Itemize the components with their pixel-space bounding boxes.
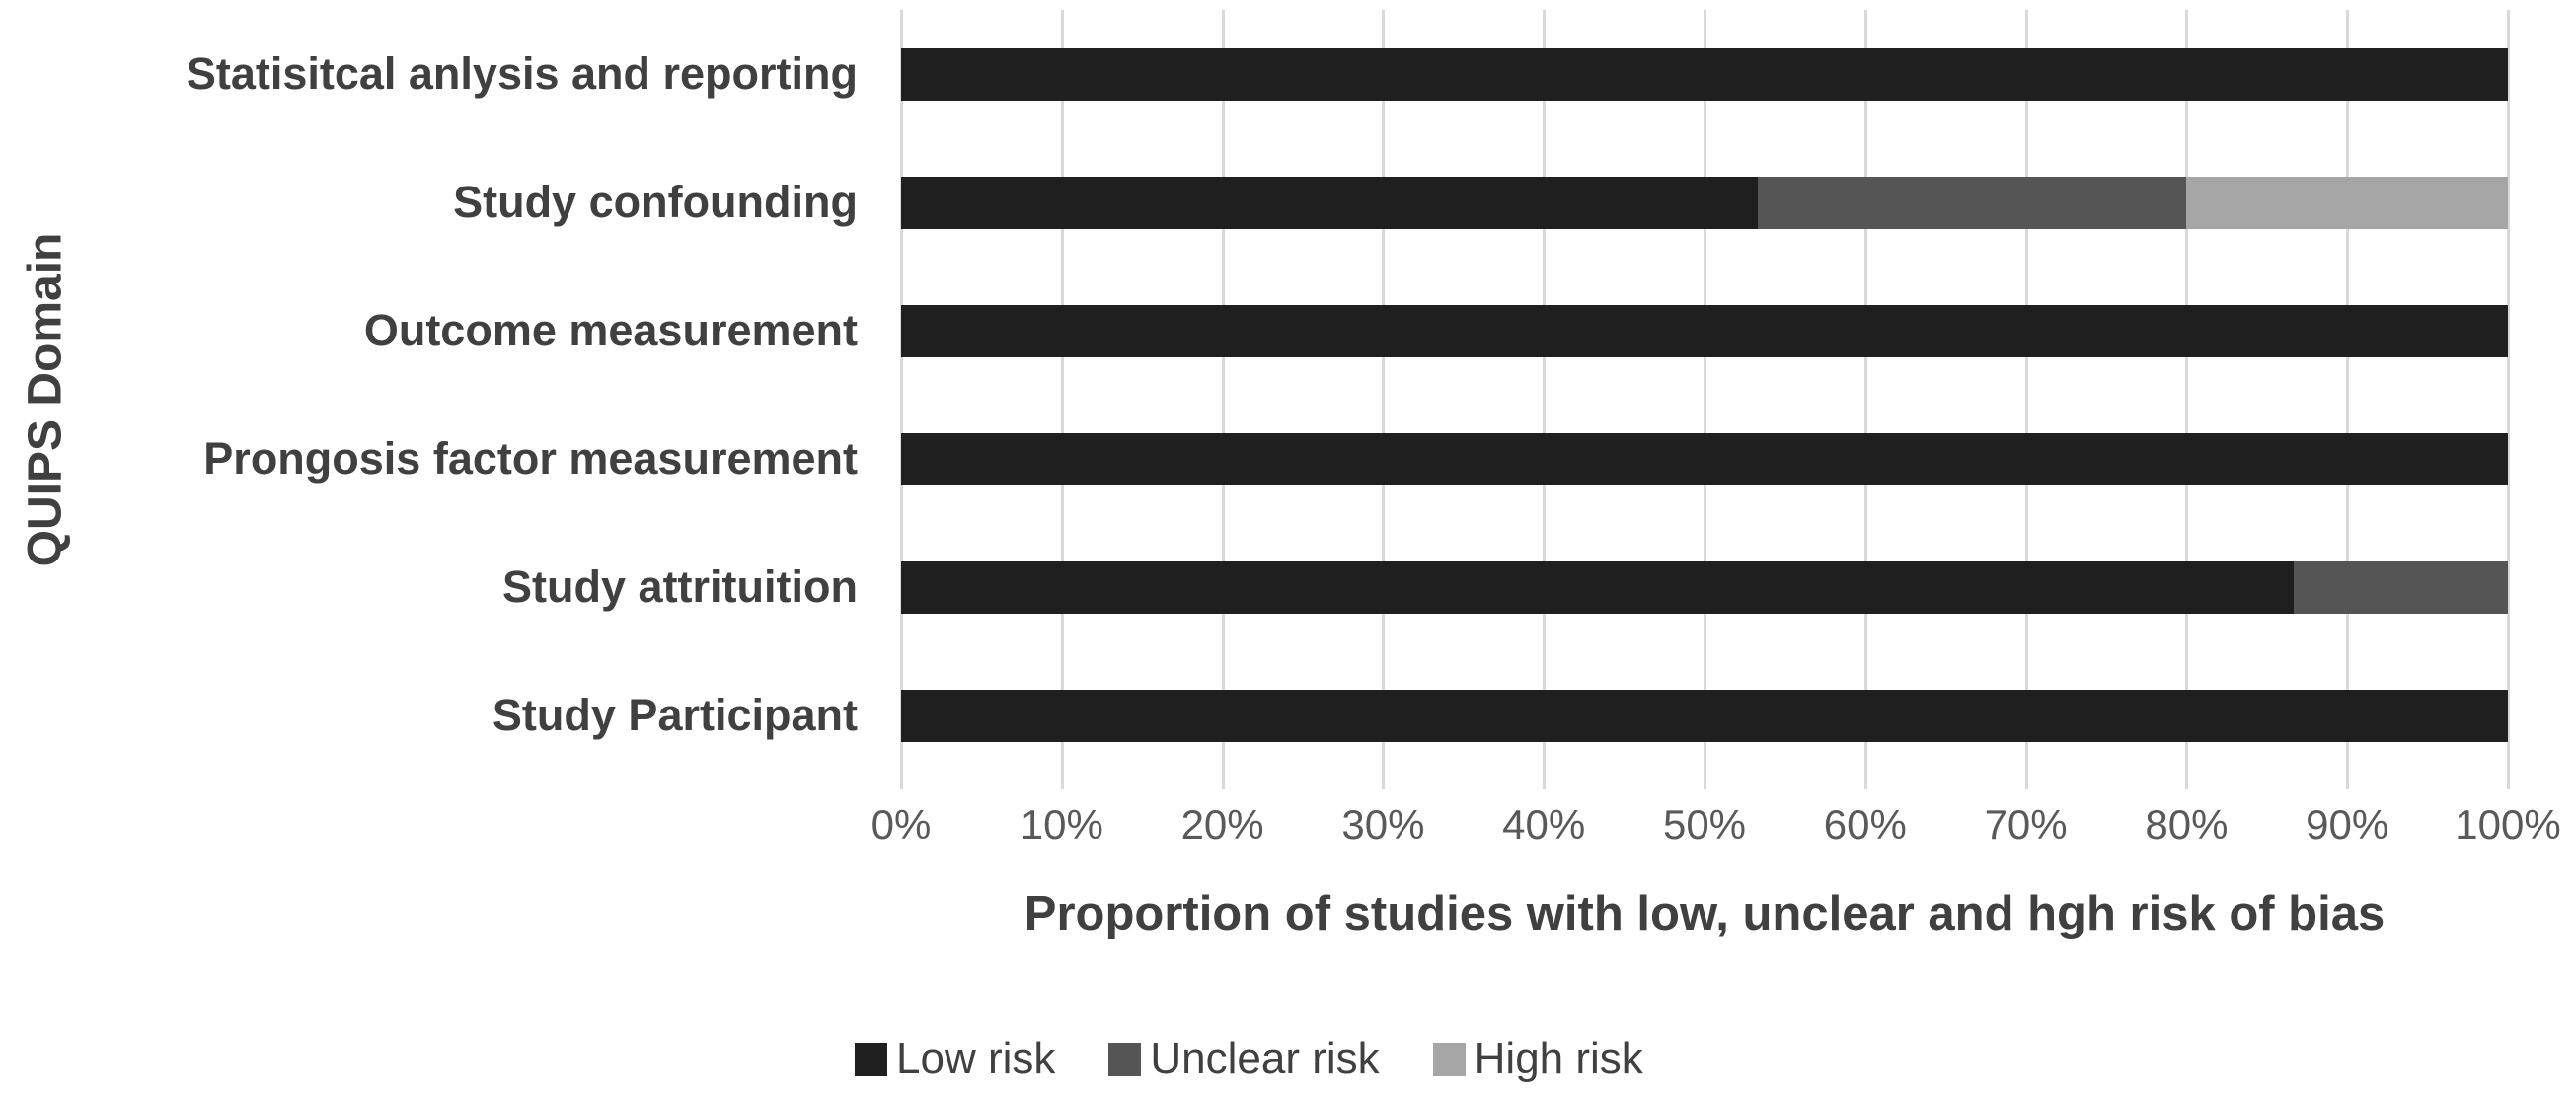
category-labels: Statisitcal anlysis and reporting Study c… bbox=[0, 10, 901, 780]
category-label: Statisitcal anlysis and reporting bbox=[186, 48, 858, 99]
gridline bbox=[2507, 10, 2510, 789]
legend-item: Unclear risk bbox=[1108, 1034, 1380, 1083]
category-label: Study attrituition bbox=[502, 561, 858, 612]
x-axis-tick-labels: 0% 10% 20% 30% 40% 50% 60% 70% 80% 90% 100% bbox=[871, 801, 2561, 859]
bar-segment bbox=[901, 432, 2508, 485]
gridline bbox=[2346, 10, 2350, 789]
legend-item: High risk bbox=[1432, 1034, 1643, 1083]
x-tick-label: 100% bbox=[2455, 801, 2561, 848]
gridline bbox=[1543, 10, 1547, 789]
plot-area bbox=[900, 10, 2510, 789]
bar-segment bbox=[2186, 176, 2508, 229]
legend-label: Low risk bbox=[896, 1034, 1056, 1083]
category-label: Outcome measurement bbox=[363, 305, 858, 355]
bar-row bbox=[901, 523, 2508, 651]
bar-segment bbox=[901, 560, 2295, 614]
gridline bbox=[1060, 10, 1064, 789]
stacked-bar bbox=[901, 176, 2508, 229]
gridline bbox=[900, 10, 903, 789]
bar-segment bbox=[901, 304, 2508, 357]
gridline bbox=[1221, 10, 1225, 789]
bar-row bbox=[901, 651, 2508, 780]
legend-swatch-icon bbox=[1432, 1042, 1466, 1076]
gridline bbox=[2024, 10, 2028, 789]
legend-swatch-icon bbox=[1108, 1042, 1142, 1076]
stacked-bar bbox=[901, 560, 2508, 614]
gridline bbox=[1863, 10, 1867, 789]
legend-label: High risk bbox=[1474, 1034, 1643, 1083]
legend-label: Unclear risk bbox=[1150, 1034, 1380, 1083]
x-tick-label: 10% bbox=[1020, 801, 1103, 848]
legend-swatch-icon bbox=[855, 1042, 887, 1076]
legend-item: Low risk bbox=[855, 1034, 1055, 1083]
category-label: Study Participant bbox=[492, 690, 858, 740]
bar-row bbox=[901, 266, 2508, 395]
bar-row bbox=[901, 138, 2508, 266]
x-tick-label: 90% bbox=[2306, 801, 2389, 848]
x-tick-label: 20% bbox=[1180, 801, 1264, 848]
bar-row bbox=[901, 395, 2508, 523]
stacked-bar bbox=[901, 304, 2508, 357]
gridline bbox=[1704, 10, 1706, 789]
x-tick-label: 50% bbox=[1662, 801, 1747, 848]
x-tick-label: 0% bbox=[871, 801, 932, 848]
bar-segment bbox=[901, 689, 2508, 742]
x-tick-label: 70% bbox=[1984, 801, 2068, 848]
stacked-bar bbox=[901, 432, 2508, 485]
category-label: Prongosis factor measurement bbox=[203, 433, 858, 484]
x-tick-label: 30% bbox=[1341, 801, 1425, 848]
bar-rows bbox=[901, 10, 2508, 780]
bar-segment bbox=[901, 176, 1758, 229]
gridline bbox=[1382, 10, 1386, 789]
gridline bbox=[2185, 10, 2189, 789]
x-axis-title: Proportion of studies with low, unclear … bbox=[1023, 887, 2386, 940]
bar-segment bbox=[901, 47, 2508, 101]
x-tick-label: 60% bbox=[1823, 801, 1907, 848]
bar-segment bbox=[2294, 560, 2508, 614]
category-label: Study confounding bbox=[453, 177, 858, 227]
x-tick-label: 40% bbox=[1502, 801, 1586, 848]
bar-segment bbox=[1757, 176, 2187, 229]
x-tick-label: 80% bbox=[2145, 801, 2229, 848]
bar-row bbox=[901, 10, 2508, 138]
legend: Low risk Unclear risk High risk bbox=[855, 1034, 1643, 1083]
stacked-bar bbox=[901, 47, 2508, 101]
stacked-bar bbox=[901, 689, 2508, 742]
